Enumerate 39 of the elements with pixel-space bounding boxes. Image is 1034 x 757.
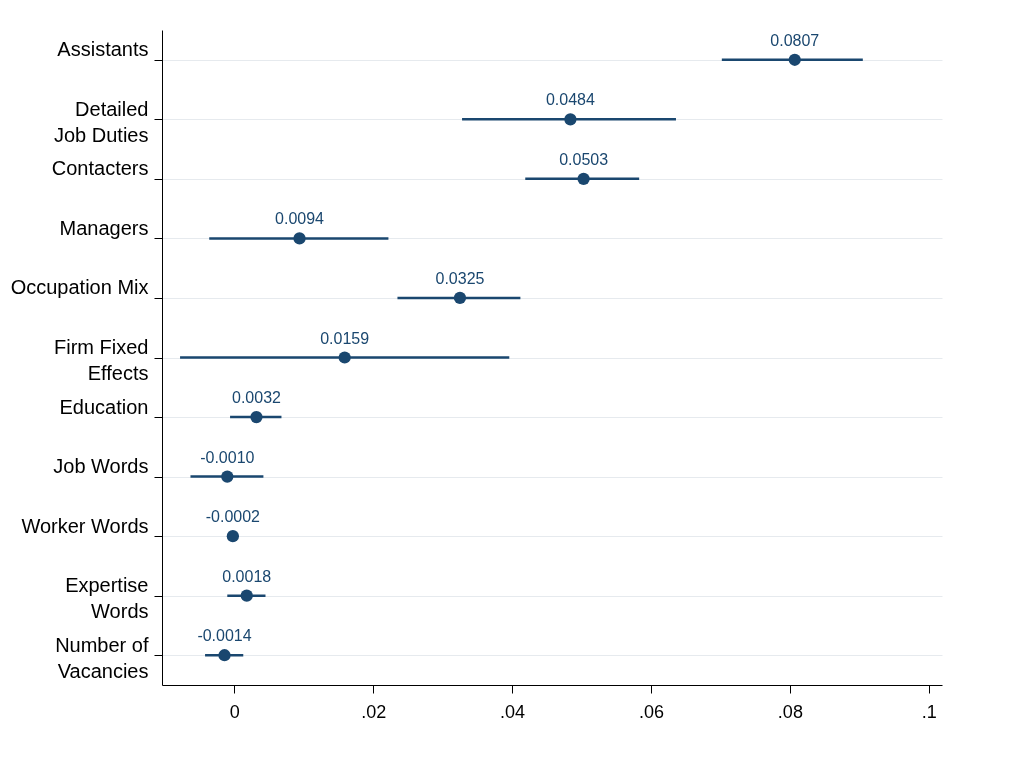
- point: [577, 172, 590, 185]
- y-tick-label: Education: [59, 395, 149, 418]
- y-tick-label: Detailed Job Duties: [54, 97, 149, 146]
- y-tick-label: Assistants: [57, 38, 149, 61]
- point: [226, 530, 239, 543]
- data-label: 0.0484: [545, 91, 595, 109]
- y-tick-label: Managers: [59, 216, 149, 239]
- point: [221, 470, 234, 483]
- x-tick-label: .1: [921, 701, 937, 722]
- x-tick-label: .02: [361, 701, 387, 722]
- data-label: 0.0325: [435, 269, 485, 287]
- data-label: 0.0018: [222, 567, 272, 585]
- y-tick-label: Expertise Words: [65, 574, 149, 623]
- point: [250, 410, 263, 424]
- data-label: -0.0014: [197, 627, 252, 645]
- point: [293, 232, 306, 245]
- y-tick-label: Job Words: [53, 455, 149, 478]
- data-label: -0.0010: [200, 448, 255, 466]
- point: [564, 113, 577, 126]
- x-tick-label: .06: [638, 701, 664, 722]
- data-label: 0.0159: [320, 329, 370, 347]
- data-label: 0.0503: [559, 150, 609, 168]
- data-label: 0.0807: [770, 31, 820, 49]
- x-tick-label: .08: [777, 701, 803, 722]
- point: [453, 291, 467, 305]
- y-tick-label: Number of Vacancies: [55, 633, 149, 682]
- y-tick-label: Contacters: [51, 157, 149, 180]
- data-label: -0.0002: [205, 508, 261, 526]
- x-tick-label: .04: [500, 701, 526, 722]
- x-tick-label: 0: [229, 701, 240, 722]
- point: [338, 351, 351, 364]
- data-label: 0.0032: [231, 389, 282, 407]
- y-tick-label: Occupation Mix: [10, 276, 149, 299]
- point: [218, 649, 231, 662]
- data-label: 0.0094: [275, 210, 325, 228]
- point: [788, 53, 801, 66]
- y-tick-label: Firm Fixed Effects: [54, 336, 149, 384]
- point: [240, 589, 253, 602]
- y-tick-label: Worker Words: [21, 514, 149, 537]
